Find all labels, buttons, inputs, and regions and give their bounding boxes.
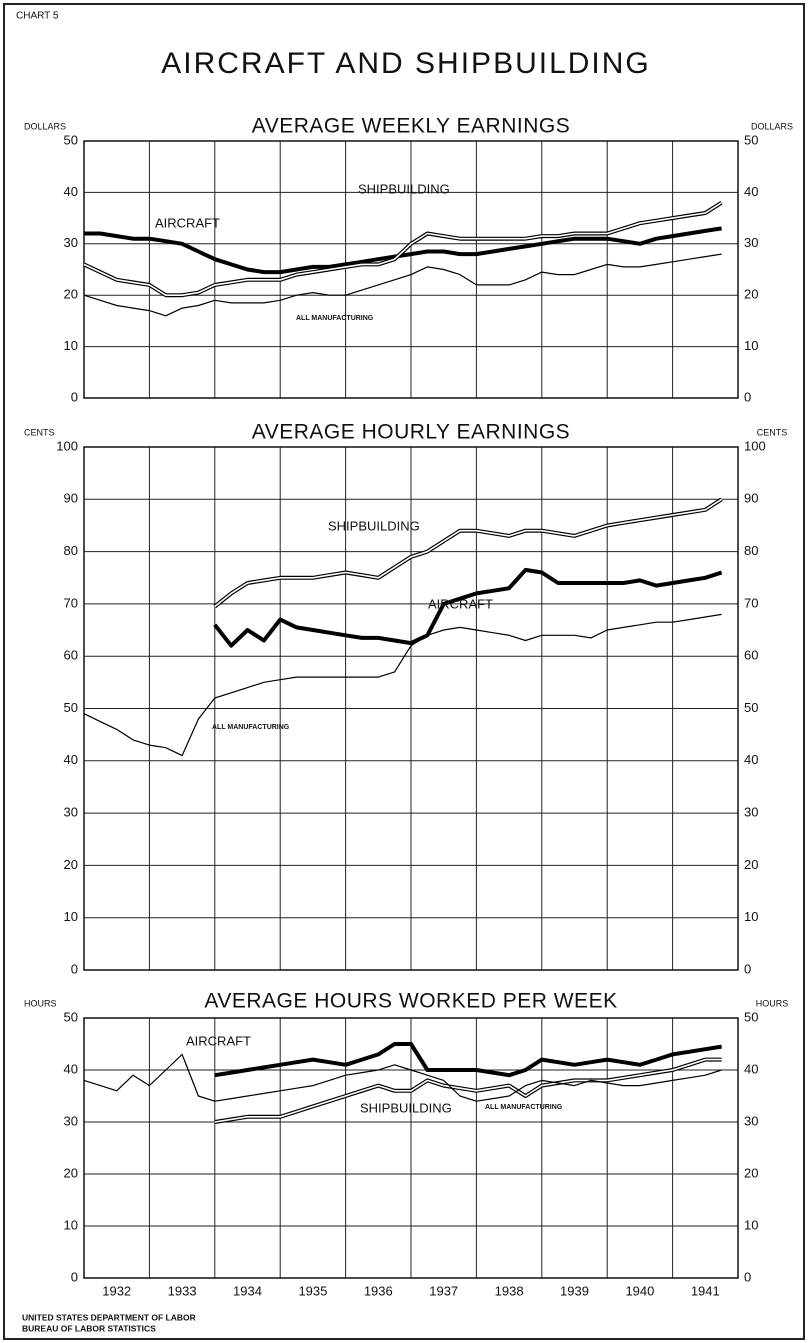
x-tick-label: 1941 (691, 1283, 720, 1298)
series-line (213, 497, 723, 609)
y-tick-label: 10 (744, 338, 758, 353)
y-tick-label: 10 (744, 1217, 758, 1232)
y-tick-label: 30 (744, 1113, 758, 1128)
y-tick-label: 20 (744, 857, 758, 872)
y-tick-label: 10 (64, 1217, 78, 1232)
y-tick-label: 30 (64, 235, 78, 250)
y-tick-label: 20 (744, 287, 758, 302)
plot-border (83, 446, 739, 971)
chart-title: AVERAGE HOURS WORKED PER WEEK (204, 990, 617, 1013)
y-tick-label: 0 (744, 389, 751, 404)
y-tick-label: 100 (56, 438, 78, 453)
y-tick-label: 0 (71, 389, 78, 404)
y-tick-label: 50 (744, 1009, 758, 1024)
y-tick-label: 40 (744, 184, 758, 199)
plot-border (83, 1017, 739, 1279)
series-line-inner (214, 498, 723, 608)
y-tick-label: 30 (64, 805, 78, 820)
series-label: AIRCRAFT (186, 1033, 251, 1048)
y-tick-label: 40 (744, 1061, 758, 1076)
y-tick-label: 90 (744, 491, 758, 506)
page-title: AIRCRAFT AND SHIPBUILDING (161, 47, 651, 80)
x-tick-label: 1937 (429, 1283, 458, 1298)
y-tick-label: 50 (64, 132, 78, 147)
series-line (83, 1053, 722, 1102)
y-tick-label: 20 (64, 287, 78, 302)
x-tick-label: 1934 (233, 1283, 262, 1298)
x-tick-label: 1932 (102, 1283, 131, 1298)
y-tick-label: 90 (64, 491, 78, 506)
y-tick-label: 20 (64, 857, 78, 872)
y-tick-label: 30 (64, 1113, 78, 1128)
y-axis-label: CENTS (757, 427, 788, 437)
series-label: SHIPBUILDING (328, 518, 420, 533)
y-tick-label: 0 (71, 961, 78, 976)
x-tick-label: 1933 (168, 1283, 197, 1298)
series-line-inner (214, 1058, 722, 1123)
y-tick-label: 100 (744, 438, 766, 453)
footer-line: BUREAU OF LABOR STATISTICS (22, 1323, 156, 1333)
frame (3, 3, 805, 1340)
y-tick-label: 50 (744, 132, 758, 147)
series-label: AIRCRAFT (428, 596, 493, 611)
series-label: ALL MANUFACTURING (212, 724, 290, 731)
y-tick-label: 70 (64, 595, 78, 610)
series-label: SHIPBUILDING (358, 181, 450, 196)
x-tick-label: 1939 (560, 1283, 589, 1298)
y-tick-label: 10 (64, 909, 78, 924)
series-label: SHIPBUILDING (360, 1100, 452, 1115)
y-tick-label: 40 (64, 1061, 78, 1076)
y-tick-label: 60 (744, 648, 758, 663)
footer-line: UNITED STATES DEPARTMENT OF LABOR (22, 1312, 196, 1322)
y-axis-label: DOLLARS (24, 121, 66, 131)
y-tick-label: 50 (64, 1009, 78, 1024)
x-tick-label: 1936 (364, 1283, 393, 1298)
y-tick-label: 60 (64, 648, 78, 663)
chart-title: AVERAGE HOURLY EARNINGS (252, 421, 570, 444)
y-tick-label: 70 (744, 595, 758, 610)
y-tick-label: 50 (64, 700, 78, 715)
y-tick-label: 20 (744, 1165, 758, 1180)
y-axis-label: DOLLARS (751, 121, 793, 131)
chart-title: AVERAGE WEEKLY EARNINGS (252, 115, 570, 138)
y-axis-label: HOURS (24, 998, 57, 1008)
y-tick-label: 50 (744, 700, 758, 715)
chart-number: CHART 5 (16, 11, 59, 22)
x-tick-label: 1940 (625, 1283, 654, 1298)
series-line-inner (83, 202, 723, 296)
series-line (83, 253, 722, 317)
y-tick-label: 30 (744, 805, 758, 820)
y-tick-label: 40 (64, 184, 78, 199)
y-tick-label: 40 (744, 752, 758, 767)
y-tick-label: 10 (744, 909, 758, 924)
y-tick-label: 10 (64, 338, 78, 353)
series-label: ALL MANUFACTURING (485, 1104, 563, 1111)
y-axis-label: HOURS (756, 998, 789, 1008)
series-line (213, 567, 723, 648)
y-tick-label: 0 (744, 961, 751, 976)
y-tick-label: 20 (64, 1165, 78, 1180)
y-tick-label: 80 (64, 543, 78, 558)
x-tick-label: 1935 (298, 1283, 327, 1298)
y-tick-label: 0 (71, 1269, 78, 1284)
series-line (83, 613, 722, 757)
plot-border (83, 140, 739, 399)
series-label: ALL MANUFACTURING (296, 315, 374, 322)
x-tick-label: 1938 (495, 1283, 524, 1298)
y-tick-label: 0 (744, 1269, 751, 1284)
y-tick-label: 80 (744, 543, 758, 558)
y-tick-label: 30 (744, 235, 758, 250)
series-line (214, 1042, 722, 1078)
series-label: AIRCRAFT (155, 215, 220, 230)
y-axis-label: CENTS (24, 427, 55, 437)
series-line (84, 226, 722, 275)
y-tick-label: 40 (64, 752, 78, 767)
